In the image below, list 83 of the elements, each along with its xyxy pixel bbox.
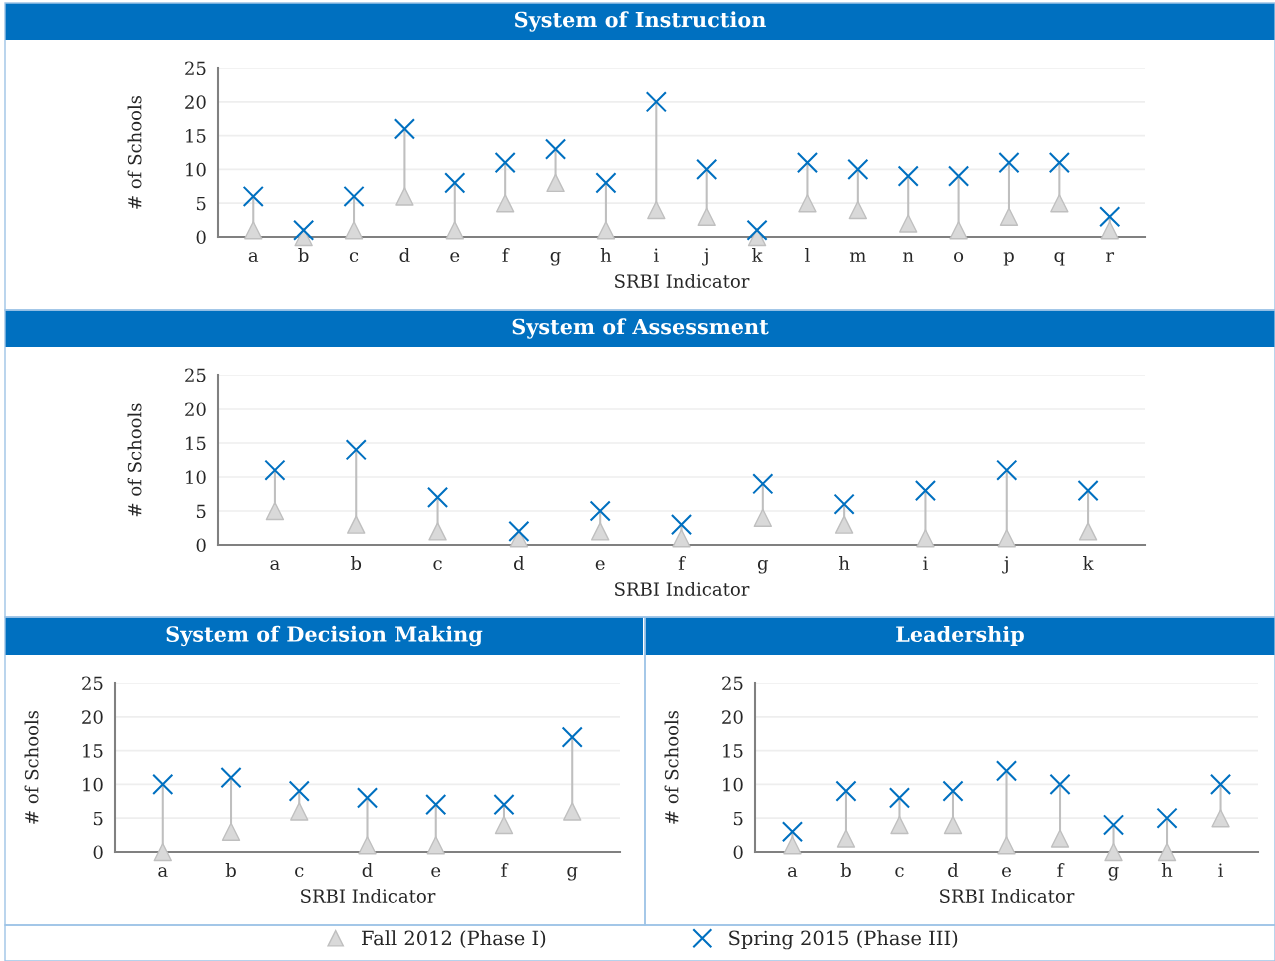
y-tick-label: 15 xyxy=(83,744,103,758)
x-axis-title: SRBI Indicator xyxy=(615,273,750,288)
x-tick-label: a xyxy=(248,252,259,263)
y-tick-label: 5 xyxy=(196,504,206,519)
x-tick-label: h xyxy=(838,556,850,570)
y-tick-label: 0 xyxy=(196,538,206,553)
chart-title: Leadership xyxy=(896,625,1024,647)
y-tick-label: 20 xyxy=(722,710,743,724)
x-tick-label: p xyxy=(1003,252,1014,266)
x-tick-label: g xyxy=(757,559,769,574)
x-tick-label: i xyxy=(923,556,928,570)
x-tick-label: o xyxy=(954,252,964,263)
x-tick-label: e xyxy=(450,252,460,263)
x-tick-label: f xyxy=(501,863,509,877)
x-tick-label: k xyxy=(752,248,763,262)
x-tick-label: q xyxy=(1054,252,1065,266)
x-tick-label: r xyxy=(1106,252,1115,262)
y-tick-label: 5 xyxy=(196,196,206,211)
y-tick-label: 0 xyxy=(733,845,743,860)
chart-title: System of Assessment xyxy=(512,318,769,339)
x-tick-label: g xyxy=(1108,866,1119,881)
x-tick-label: b xyxy=(298,248,309,263)
x-tick-label: m xyxy=(849,252,866,262)
x-tick-label: d xyxy=(948,863,959,878)
x-axis-title: SRBI Indicator xyxy=(301,888,436,903)
x-tick-label: l xyxy=(805,248,810,262)
x-tick-label: f xyxy=(1057,863,1065,877)
x-tick-label: e xyxy=(431,867,441,878)
y-tick-label: 10 xyxy=(723,777,743,792)
x-tick-label: i xyxy=(1218,863,1224,877)
y-tick-label: 25 xyxy=(185,368,206,383)
y-tick-label: 20 xyxy=(82,710,103,724)
legend-label: Spring 2015 (Phase III) xyxy=(729,930,958,950)
x-tick-label: f xyxy=(678,556,686,570)
y-tick-label: 5 xyxy=(93,811,103,826)
x-tick-label: a xyxy=(787,867,798,878)
y-tick-label: 25 xyxy=(722,676,743,691)
x-tick-label: d xyxy=(399,248,410,263)
y-tick-label: 10 xyxy=(186,470,206,485)
x-axis-title: SRBI Indicator xyxy=(615,581,750,596)
x-tick-label: e xyxy=(1002,867,1011,878)
y-tick-label: 5 xyxy=(733,811,743,826)
y-axis-title: # of Schools xyxy=(127,95,142,209)
y-tick-label: 25 xyxy=(185,61,206,76)
x-tick-label: f xyxy=(502,248,510,262)
x-axis-title: SRBI Indicator xyxy=(940,888,1075,903)
chart-title: System of Decision Making xyxy=(166,625,483,647)
y-tick-label: 15 xyxy=(723,744,743,758)
x-tick-label: h xyxy=(1161,863,1173,877)
y-tick-label: 20 xyxy=(185,95,206,109)
x-tick-label: n xyxy=(903,252,914,262)
y-tick-label: 0 xyxy=(196,230,206,245)
y-axis-title: # of Schools xyxy=(24,710,39,824)
x-tick-label: b xyxy=(840,863,851,878)
x-tick-label: b xyxy=(225,863,236,878)
x-tick-label: i xyxy=(654,248,659,262)
y-tick-label: 20 xyxy=(185,402,206,417)
x-tick-label: g xyxy=(567,866,578,881)
y-tick-label: 15 xyxy=(186,129,206,143)
y-tick-label: 0 xyxy=(93,845,103,860)
x-tick-label: c xyxy=(433,560,442,571)
x-tick-label: b xyxy=(350,556,362,571)
x-tick-label: a xyxy=(270,560,280,571)
x-tick-label: j xyxy=(702,248,708,266)
x-tick-label: h xyxy=(600,248,612,262)
x-tick-label: g xyxy=(550,251,561,266)
y-axis-title: # of Schools xyxy=(664,710,679,824)
x-tick-label: d xyxy=(362,863,373,878)
x-tick-label: c xyxy=(895,867,904,878)
x-tick-label: c xyxy=(295,867,304,878)
y-axis-title: # of Schools xyxy=(127,403,142,517)
x-tick-label: j xyxy=(1002,556,1008,574)
y-tick-label: 10 xyxy=(186,162,206,177)
x-tick-label: a xyxy=(158,867,168,878)
chart-title: System of Instruction xyxy=(514,11,766,32)
x-tick-label: k xyxy=(1083,556,1094,570)
x-tick-label: c xyxy=(349,252,359,263)
legend-label: Fall 2012 (Phase I) xyxy=(362,930,546,949)
x-tick-label: d xyxy=(513,556,525,571)
y-tick-label: 10 xyxy=(83,777,103,792)
y-tick-label: 25 xyxy=(82,676,103,691)
y-tick-label: 15 xyxy=(186,436,206,451)
x-tick-label: e xyxy=(595,560,605,571)
